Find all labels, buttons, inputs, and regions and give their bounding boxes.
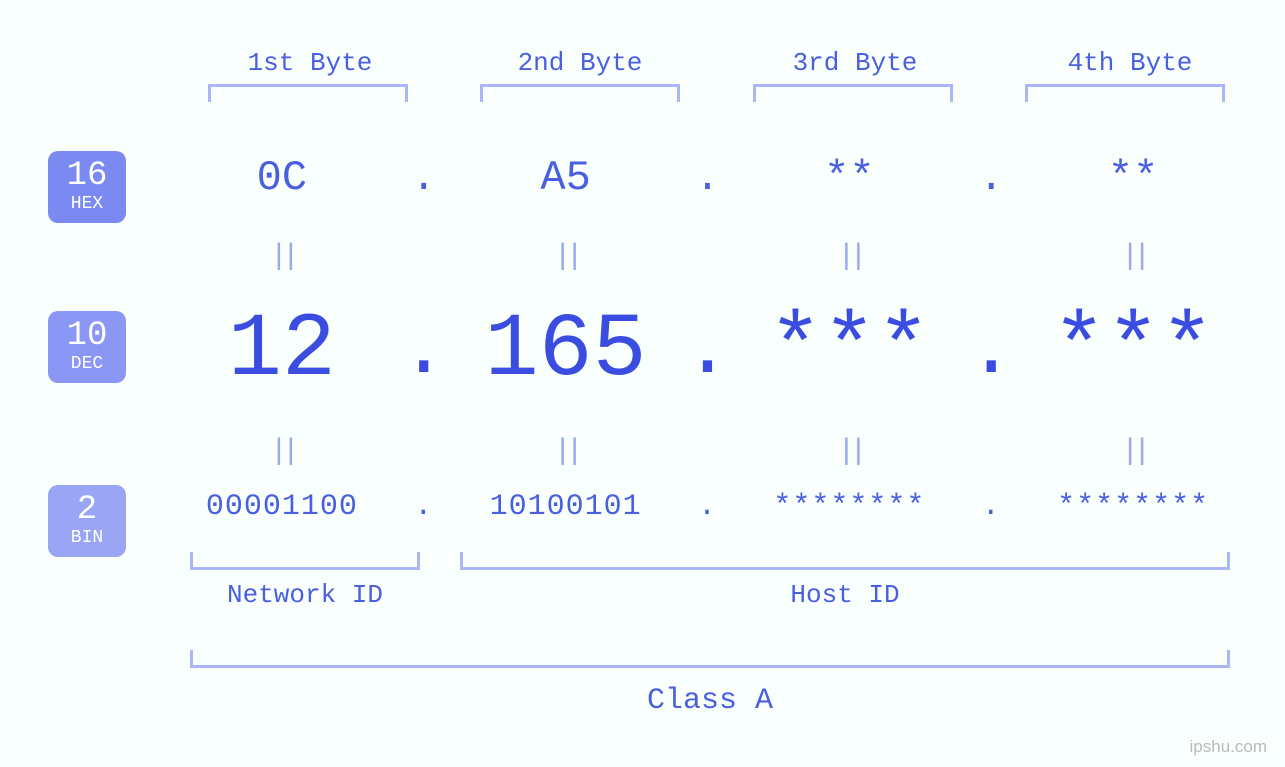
dec-byte-4: *** xyxy=(1021,300,1245,402)
hex-byte-2: A5 xyxy=(454,154,678,202)
base-num-hex: 16 xyxy=(48,159,126,193)
separator-icon: . xyxy=(961,154,1021,202)
separator-icon: . xyxy=(678,490,738,524)
top-bracket-2 xyxy=(480,84,680,102)
top-bracket-4 xyxy=(1025,84,1225,102)
separator-icon: . xyxy=(678,306,738,397)
base-badge-hex: 16 HEX xyxy=(48,151,126,223)
equals-icon: || xyxy=(454,240,678,274)
bin-byte-4: ******** xyxy=(1021,490,1245,524)
equals-icon: || xyxy=(170,435,394,469)
hex-byte-3: ** xyxy=(738,154,962,202)
equals-icon: || xyxy=(738,435,962,469)
byte-header-4: 4th Byte xyxy=(1030,48,1230,78)
equals-icon: || xyxy=(170,240,394,274)
base-num-bin: 2 xyxy=(48,493,126,527)
equals-icon: || xyxy=(1021,435,1245,469)
separator-icon: . xyxy=(961,306,1021,397)
equals-icon: || xyxy=(738,240,962,274)
separator-icon: . xyxy=(394,154,454,202)
base-badge-bin: 2 BIN xyxy=(48,485,126,557)
base-label-bin: BIN xyxy=(48,529,126,547)
byte-header-2: 2nd Byte xyxy=(480,48,680,78)
equals-row-2: || || || || xyxy=(170,435,1245,469)
bin-row: 00001100 . 10100101 . ******** . *******… xyxy=(170,490,1245,524)
dec-byte-1: 12 xyxy=(170,300,394,402)
equals-row-1: || || || || xyxy=(170,240,1245,274)
separator-icon: . xyxy=(678,154,738,202)
base-badge-dec: 10 DEC xyxy=(48,311,126,383)
class-bracket xyxy=(190,650,1230,668)
equals-icon: || xyxy=(454,435,678,469)
separator-icon: . xyxy=(394,490,454,524)
host-bracket xyxy=(460,552,1230,570)
bin-byte-2: 10100101 xyxy=(454,490,678,524)
top-bracket-1 xyxy=(208,84,408,102)
hex-byte-4: ** xyxy=(1021,154,1245,202)
bin-byte-3: ******** xyxy=(738,490,962,524)
bin-byte-1: 00001100 xyxy=(170,490,394,524)
hex-byte-1: 0C xyxy=(170,154,394,202)
separator-icon: . xyxy=(961,490,1021,524)
byte-header-1: 1st Byte xyxy=(210,48,410,78)
dec-byte-2: 165 xyxy=(454,300,678,402)
host-id-label: Host ID xyxy=(460,580,1230,610)
base-label-hex: HEX xyxy=(48,195,126,213)
network-id-label: Network ID xyxy=(190,580,420,610)
equals-icon: || xyxy=(1021,240,1245,274)
top-bracket-3 xyxy=(753,84,953,102)
byte-header-3: 3rd Byte xyxy=(755,48,955,78)
dec-row: 12 . 165 . *** . *** xyxy=(170,300,1245,402)
separator-icon: . xyxy=(394,306,454,397)
hex-row: 0C . A5 . ** . ** xyxy=(170,154,1245,202)
base-num-dec: 10 xyxy=(48,319,126,353)
network-bracket xyxy=(190,552,420,570)
class-label: Class A xyxy=(190,684,1230,718)
watermark: ipshu.com xyxy=(1190,737,1267,757)
base-label-dec: DEC xyxy=(48,355,126,373)
dec-byte-3: *** xyxy=(738,300,962,402)
